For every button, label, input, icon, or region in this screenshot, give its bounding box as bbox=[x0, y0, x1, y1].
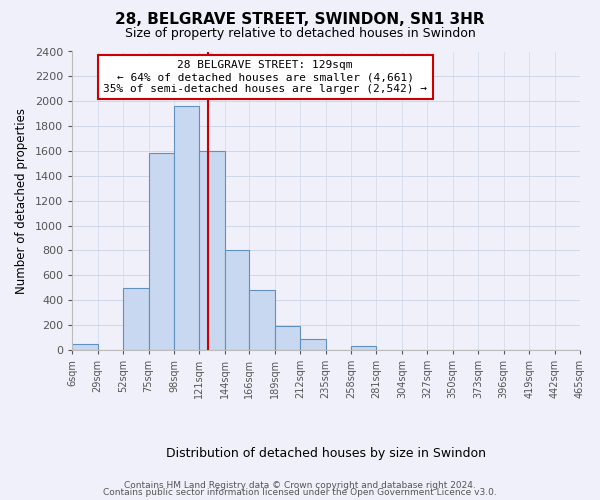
Bar bbox=[199, 151, 225, 350]
Text: 28 BELGRAVE STREET: 129sqm
← 64% of detached houses are smaller (4,661)
35% of s: 28 BELGRAVE STREET: 129sqm ← 64% of deta… bbox=[103, 60, 427, 94]
Text: 28, BELGRAVE STREET, SWINDON, SN1 3HR: 28, BELGRAVE STREET, SWINDON, SN1 3HR bbox=[115, 12, 485, 28]
Bar bbox=[275, 326, 300, 350]
Bar bbox=[123, 288, 149, 350]
Bar bbox=[225, 250, 249, 350]
Text: Size of property relative to detached houses in Swindon: Size of property relative to detached ho… bbox=[125, 28, 475, 40]
Bar bbox=[149, 154, 174, 350]
Bar bbox=[249, 290, 275, 350]
Bar bbox=[174, 106, 199, 350]
Text: Contains HM Land Registry data © Crown copyright and database right 2024.: Contains HM Land Registry data © Crown c… bbox=[124, 480, 476, 490]
Text: Contains public sector information licensed under the Open Government Licence v3: Contains public sector information licen… bbox=[103, 488, 497, 497]
Bar bbox=[300, 339, 326, 350]
Y-axis label: Number of detached properties: Number of detached properties bbox=[15, 108, 28, 294]
Bar bbox=[351, 346, 376, 350]
X-axis label: Distribution of detached houses by size in Swindon: Distribution of detached houses by size … bbox=[166, 447, 486, 460]
Bar bbox=[72, 344, 98, 350]
